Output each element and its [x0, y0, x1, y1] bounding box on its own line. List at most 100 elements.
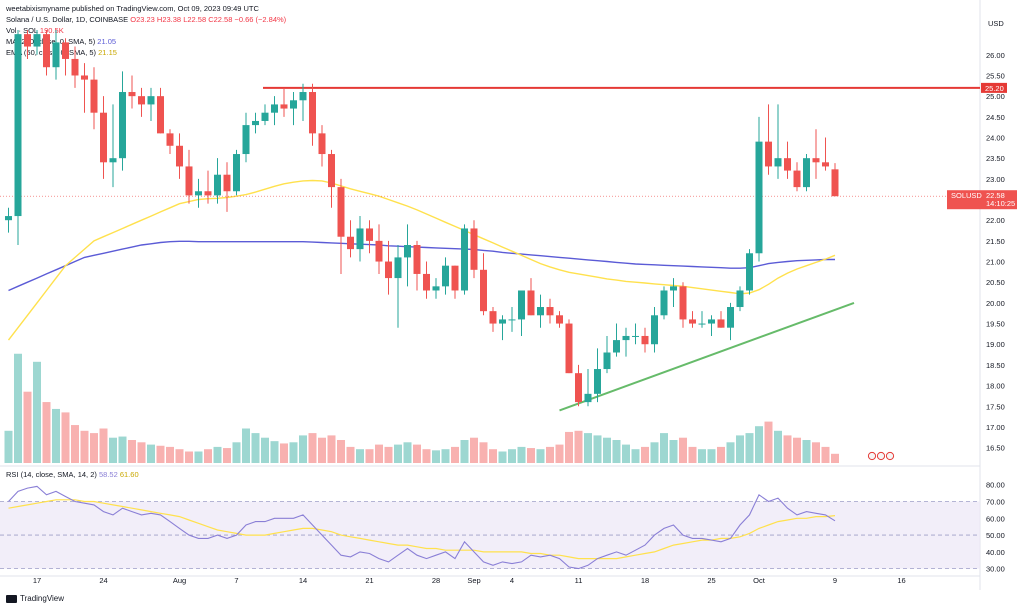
candle-body — [822, 162, 829, 167]
event-flag-icon — [867, 451, 877, 461]
volume-bar — [707, 449, 716, 463]
candle-body — [252, 120, 259, 126]
candle-body — [157, 96, 164, 134]
volume-bar — [128, 440, 136, 463]
volume-bar — [536, 449, 545, 463]
tradingview-logo-icon — [6, 594, 17, 603]
rsi-axis-tick: 50.00 — [986, 531, 1005, 540]
candle-body — [765, 141, 772, 167]
date-axis-tick: 21 — [365, 576, 373, 585]
volume-bar — [223, 448, 231, 463]
volume-bar — [584, 433, 592, 463]
candle-body — [299, 92, 307, 101]
date-axis-tick: 14 — [299, 576, 307, 585]
price-axis-tick: 23.00 — [986, 175, 1005, 184]
volume-bar — [508, 449, 516, 463]
date-axis-tick: 28 — [432, 576, 440, 585]
volume-bar — [356, 449, 364, 463]
volume-bar — [308, 433, 317, 463]
candle-body — [594, 369, 601, 394]
candle-body — [556, 315, 563, 324]
volume-bar — [527, 448, 535, 463]
volume-bar — [4, 430, 13, 463]
price-axis-tick: 23.50 — [986, 154, 1005, 163]
candle-body — [14, 34, 22, 217]
volume-bar — [755, 426, 763, 463]
candle-body — [195, 191, 202, 196]
volume-bar — [365, 449, 374, 463]
volume-bar — [441, 449, 450, 463]
candle-body — [128, 92, 136, 97]
ma200-line: MA (200, close, 0, SMA, 5) 21.05 — [6, 37, 117, 46]
resistance-price-label: 25.20 — [985, 84, 1004, 93]
volume-bar — [261, 437, 269, 463]
volume-bar — [109, 437, 117, 463]
rsi-axis-tick: 30.00 — [986, 565, 1005, 574]
candle-body — [708, 319, 715, 324]
volume-bar — [460, 440, 469, 463]
candle-body — [366, 228, 373, 241]
volume-bar — [641, 446, 649, 463]
volume-bar — [33, 361, 41, 463]
candle-countdown-label: 14:10:25 — [986, 199, 1015, 208]
candle-body — [81, 75, 88, 80]
volume-bar — [299, 435, 307, 463]
date-axis-tick: Oct — [753, 576, 766, 585]
date-axis-tick: 25 — [707, 576, 715, 585]
candle-body — [622, 335, 630, 341]
date-axis-tick: 7 — [234, 576, 238, 585]
candle-body — [138, 96, 145, 105]
volume-bar — [783, 435, 792, 463]
volume-bar — [517, 446, 526, 463]
resistance-price-badge — [981, 82, 1007, 93]
candle-body — [679, 286, 687, 320]
candle-body — [385, 261, 392, 279]
volume-bar — [555, 444, 564, 463]
candle-body — [489, 311, 497, 324]
volume-bar — [498, 451, 507, 463]
candle-body — [689, 319, 696, 324]
candle-body — [793, 170, 801, 188]
volume-bar — [289, 442, 298, 463]
volume-bar — [802, 440, 811, 463]
candle-body — [280, 104, 288, 109]
support-trendline — [559, 301, 855, 412]
volume-bar — [603, 437, 611, 463]
candle-body — [71, 58, 79, 76]
rsi-legend: RSI (14, close, SMA, 14, 2) 58.52 61.60 — [6, 470, 139, 479]
volume-bar — [71, 425, 79, 463]
volume-bar — [546, 446, 554, 463]
current-price-label: 22.58 — [986, 191, 1005, 200]
volume-bar — [679, 437, 687, 463]
date-axis-tick: 17 — [33, 576, 41, 585]
volume-bar — [698, 449, 706, 463]
rsi-axis-tick: 80.00 — [986, 481, 1005, 490]
price-axis-tick: 24.00 — [986, 134, 1005, 143]
volume-bar — [422, 449, 431, 463]
candle-body — [546, 307, 554, 316]
candle-body — [337, 187, 345, 237]
candle-body — [518, 290, 525, 320]
volume-bar — [23, 391, 32, 463]
candle-body — [318, 133, 326, 155]
volume-bar — [232, 442, 241, 463]
candle-body — [527, 290, 535, 316]
volume-bar — [726, 442, 735, 463]
price-axis-tick: 21.00 — [986, 258, 1005, 267]
candle-body — [176, 145, 183, 167]
volume-bar — [470, 437, 478, 463]
candle-body — [670, 286, 677, 291]
candle-body — [242, 125, 250, 155]
candle-body — [356, 228, 364, 250]
candle-body — [803, 158, 810, 188]
volume-bar — [52, 408, 60, 463]
volume-bar — [137, 442, 146, 463]
candle-body — [223, 174, 231, 192]
candle-body — [432, 286, 440, 291]
price-axis-tick: 16.50 — [986, 444, 1005, 453]
volume-bar — [812, 442, 820, 463]
ema50-line — [7, 179, 836, 341]
rsi-axis-tick: 70.00 — [986, 498, 1005, 507]
rsi-axis-tick: 60.00 — [986, 514, 1005, 523]
